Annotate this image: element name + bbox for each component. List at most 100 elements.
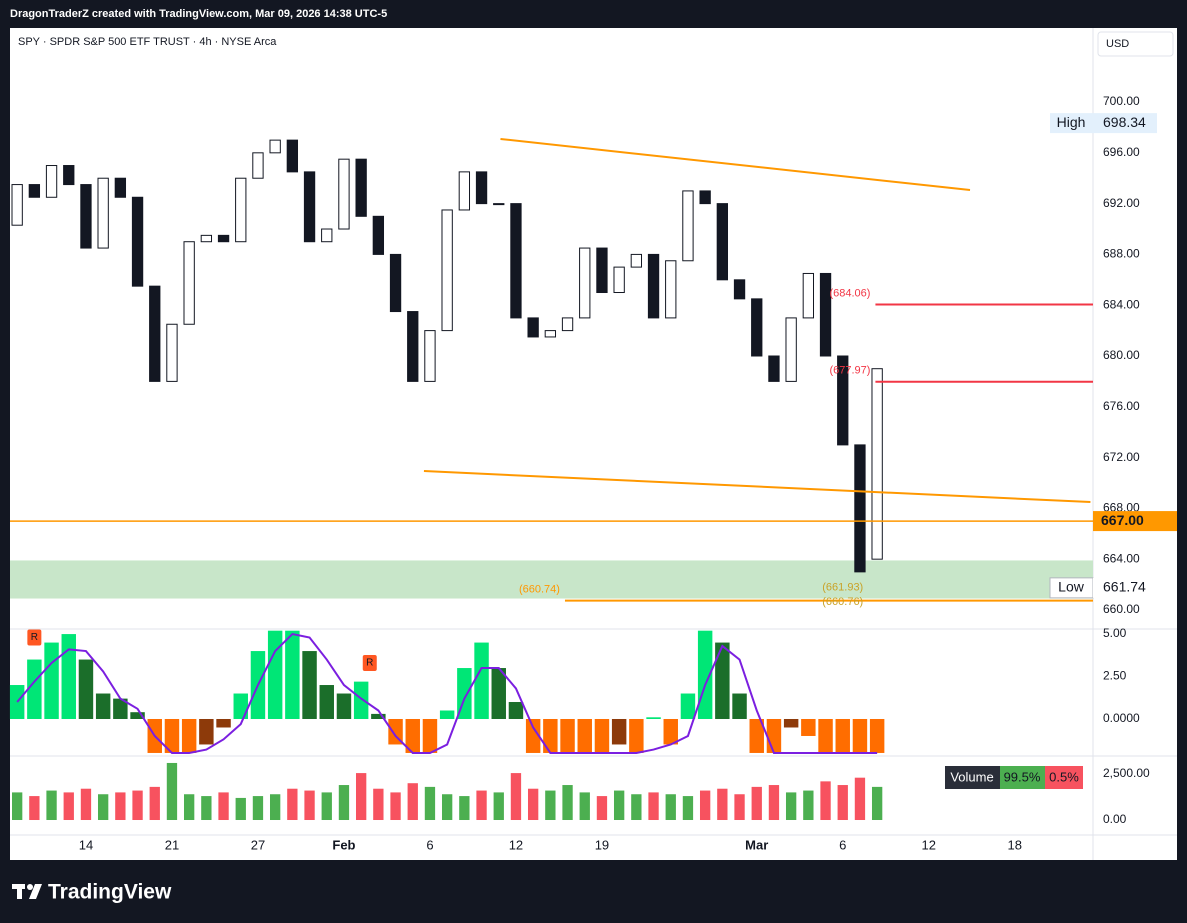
candle-body: [458, 171, 471, 211]
histogram-bar: [44, 642, 59, 719]
y-tick-label: 676.00: [1103, 399, 1140, 413]
y-tick-label: 684.00: [1103, 297, 1140, 311]
volume-bar: [751, 786, 762, 821]
legend-up: 99.5%: [1004, 769, 1041, 784]
brand: TradingView: [48, 881, 172, 904]
volume-bar: [545, 790, 556, 821]
y-tick-label: 0.00: [1103, 812, 1127, 826]
volume-bar: [785, 792, 797, 821]
histogram-bar: [646, 717, 661, 719]
volume-bar: [115, 792, 126, 821]
histogram-bar: [371, 713, 386, 719]
low-value-box: [1093, 577, 1157, 598]
candle-body: [389, 253, 402, 313]
histogram-bar: [543, 718, 558, 753]
volume-bar: [269, 794, 281, 821]
volume-bar: [304, 790, 315, 821]
candle-body: [114, 177, 127, 198]
trendline: [500, 137, 971, 192]
histogram-bar: [508, 702, 524, 719]
histogram-bar: [61, 634, 76, 719]
volume-bar: [579, 792, 590, 821]
candle-body: [699, 190, 711, 205]
x-tick-label: Mar: [745, 837, 768, 852]
volume-bar: [97, 794, 109, 821]
candle-body: [733, 279, 746, 300]
histogram-bar: [267, 630, 283, 719]
candle-body: [544, 330, 557, 338]
legend-box: [945, 766, 1000, 789]
volume-bar: [803, 790, 814, 821]
histogram-bar: [353, 681, 369, 719]
candle-body: [338, 158, 350, 230]
candle-body: [149, 285, 161, 382]
candle-body: [837, 355, 849, 446]
signal-line: [16, 632, 878, 754]
histogram-bar: [405, 718, 420, 753]
volume-bar: [631, 794, 642, 821]
currency-button[interactable]: [1097, 31, 1174, 57]
candle-body: [97, 177, 109, 249]
histogram-bar: [594, 718, 610, 753]
histogram-bar: [749, 718, 764, 753]
volume-bar: [510, 773, 522, 821]
low-value: 661.74: [1103, 579, 1146, 595]
symbol-title[interactable]: SPY · SPDR S&P 500 ETF TRUST · 4h · NYSE…: [18, 36, 277, 48]
candle-body: [613, 266, 625, 294]
high-tag: High: [1057, 114, 1086, 130]
level-label: (660.74): [519, 583, 560, 595]
candle-body: [819, 272, 832, 357]
high-value: 698.34: [1103, 114, 1146, 130]
histogram-bar: [560, 718, 575, 753]
level-label: (677.97): [829, 365, 870, 377]
volume-bar: [648, 792, 659, 821]
histogram-bar: [766, 718, 782, 753]
histogram-bar: [715, 642, 730, 719]
candle-body: [768, 355, 780, 382]
candle-body: [682, 190, 694, 262]
volume-bar: [562, 785, 573, 821]
brand-logo: [12, 884, 42, 899]
histogram-bar: [577, 718, 592, 753]
histogram-bar: [319, 685, 334, 719]
histogram-bar: [439, 710, 455, 719]
volume-bar: [820, 781, 831, 821]
candle-body: [321, 228, 333, 243]
x-tick-label: 21: [165, 837, 179, 852]
histogram-bar: [491, 668, 506, 719]
candle-body: [235, 177, 247, 243]
y-tick-label: 664.00: [1103, 551, 1140, 565]
volume-bar: [854, 777, 866, 821]
histogram-bar: [302, 651, 317, 719]
histogram-bar: [78, 659, 94, 719]
y-tick-label: 0.0000: [1103, 711, 1140, 725]
legend-box: [1045, 766, 1083, 789]
candle-body: [63, 165, 75, 186]
histogram-bar: [852, 718, 868, 753]
trendline: [423, 470, 1091, 504]
y-tick-label: 668.00: [1103, 501, 1140, 515]
y-tick-label: 692.00: [1103, 196, 1140, 210]
histogram-bar: [130, 712, 145, 719]
histogram-bar: [95, 693, 111, 719]
candle-body: [527, 317, 539, 338]
y-tick-label: 700.00: [1103, 94, 1140, 108]
level-label: (661.93): [822, 581, 863, 593]
volume-bar: [338, 785, 350, 821]
candle-body: [166, 323, 178, 382]
volume-bar: [46, 790, 57, 821]
histogram-bar: [233, 693, 248, 719]
candle-body: [751, 298, 763, 357]
volume-bar: [80, 788, 92, 821]
volume-bar: [29, 796, 40, 821]
volume-bar: [166, 762, 178, 821]
currency[interactable]: USD: [1106, 38, 1129, 50]
level-label: (660.76): [822, 596, 863, 608]
y-tick-label: 696.00: [1103, 145, 1140, 159]
volume-bar: [596, 796, 608, 821]
signal-marker-label: R: [366, 658, 373, 669]
volume-bar: [252, 796, 264, 821]
candle-body: [200, 234, 213, 243]
volume-bar: [407, 783, 418, 821]
